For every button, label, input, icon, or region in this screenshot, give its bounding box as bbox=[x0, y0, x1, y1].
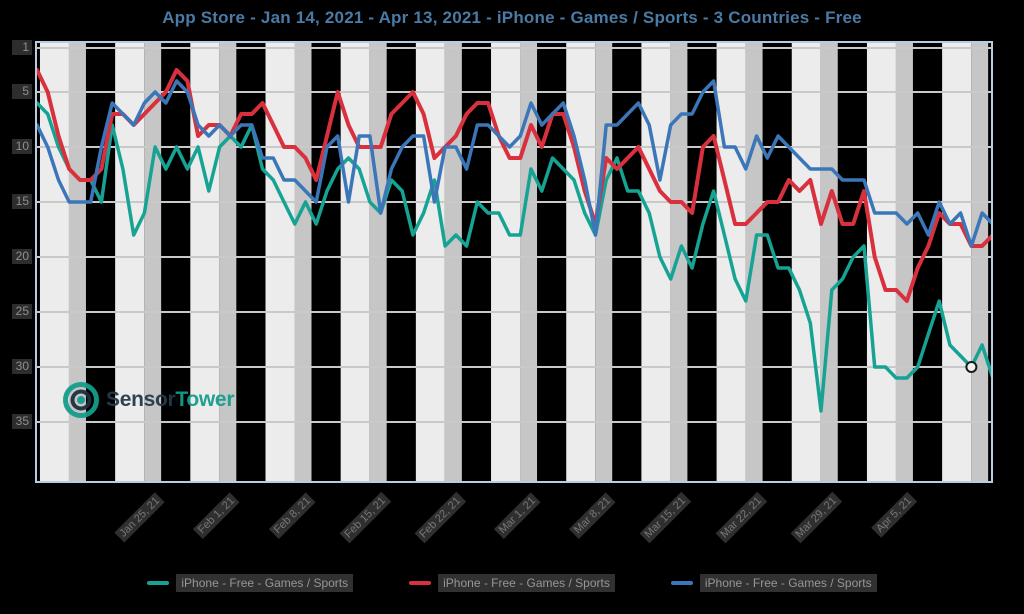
x-axis-label-2: Feb 1, 21 bbox=[193, 492, 241, 540]
y-axis-label-10: 10 bbox=[12, 139, 32, 154]
series-line-1[interactable] bbox=[37, 68, 991, 303]
series-line-2[interactable] bbox=[37, 79, 991, 248]
weekend-band bbox=[294, 43, 312, 481]
x-axis-label-8: Mar 15, 21 bbox=[639, 492, 692, 544]
plot-area bbox=[35, 41, 993, 483]
weekend-band bbox=[595, 43, 613, 481]
week-band bbox=[491, 43, 521, 481]
x-axis-label-1: Jan 25, 21 bbox=[114, 492, 166, 543]
chart-title: App Store - Jan 14, 2021 - Apr 13, 2021 … bbox=[162, 8, 862, 27]
legend-item-label: iPhone - Free - Games / Sports bbox=[699, 574, 877, 592]
x-axis-label-10: Mar 29, 21 bbox=[790, 492, 842, 544]
data-point-marker bbox=[965, 361, 978, 373]
weekend-band bbox=[369, 43, 387, 481]
series-line-0[interactable] bbox=[37, 101, 991, 413]
y-axis-label-1: 1 bbox=[12, 40, 32, 55]
weekend-band bbox=[745, 43, 763, 481]
y-axis-label-20: 20 bbox=[12, 249, 32, 264]
week-band bbox=[415, 43, 445, 481]
y-axis-label-25: 25 bbox=[12, 304, 32, 319]
weekend-band bbox=[971, 43, 989, 481]
week-band bbox=[866, 43, 896, 481]
sensortower-logo-text: SensorTower bbox=[106, 388, 235, 411]
plot-svg bbox=[37, 43, 991, 481]
legend-item-3[interactable]: iPhone - Free - Games / Sports bbox=[670, 574, 877, 592]
legend-dash-icon bbox=[409, 581, 432, 585]
legend: iPhone - Free - Games / Sports iPhone - F… bbox=[0, 574, 1024, 592]
x-axis-label-9: Mar 22, 21 bbox=[715, 492, 767, 544]
weekend-band bbox=[670, 43, 688, 481]
x-axis-label-5: Feb 22, 21 bbox=[414, 492, 466, 544]
sensortower-watermark: SensorTower bbox=[62, 381, 235, 419]
y-axis-label-5: 5 bbox=[12, 84, 32, 99]
legend-item-1[interactable]: iPhone - Free - Games / Sports bbox=[147, 574, 354, 592]
week-band bbox=[641, 43, 671, 481]
legend-item-label: iPhone - Free - Games / Sports bbox=[176, 574, 354, 592]
x-axis-label-4: Feb 15, 21 bbox=[339, 492, 391, 544]
y-axis-label-15: 15 bbox=[12, 194, 32, 209]
week-band bbox=[942, 43, 972, 481]
week-band bbox=[566, 43, 596, 481]
x-axis-label-6: Mar 1, 21 bbox=[493, 492, 541, 540]
week-band bbox=[791, 43, 821, 481]
weekend-band bbox=[895, 43, 913, 481]
x-axis-label-11: Apr 5, 21 bbox=[871, 492, 917, 538]
weekend-band bbox=[444, 43, 462, 481]
legend-item-label: iPhone - Free - Games / Sports bbox=[438, 574, 615, 592]
week-band bbox=[265, 43, 295, 481]
weekend-band bbox=[520, 43, 538, 481]
legend-dash-icon bbox=[147, 581, 170, 585]
y-axis-label-35: 35 bbox=[12, 414, 32, 429]
weekend-band bbox=[820, 43, 838, 481]
weekend-band bbox=[68, 43, 86, 481]
sensortower-logo-icon bbox=[63, 382, 99, 418]
legend-item-2[interactable]: iPhone - Free - Games / Sports bbox=[409, 574, 615, 592]
weekend-band bbox=[219, 43, 237, 481]
y-axis-label-30: 30 bbox=[12, 359, 32, 374]
x-axis-label-3: Feb 8, 21 bbox=[268, 492, 316, 540]
x-axis-label-7: Mar 8, 21 bbox=[569, 492, 617, 540]
legend-dash-icon bbox=[670, 581, 693, 585]
